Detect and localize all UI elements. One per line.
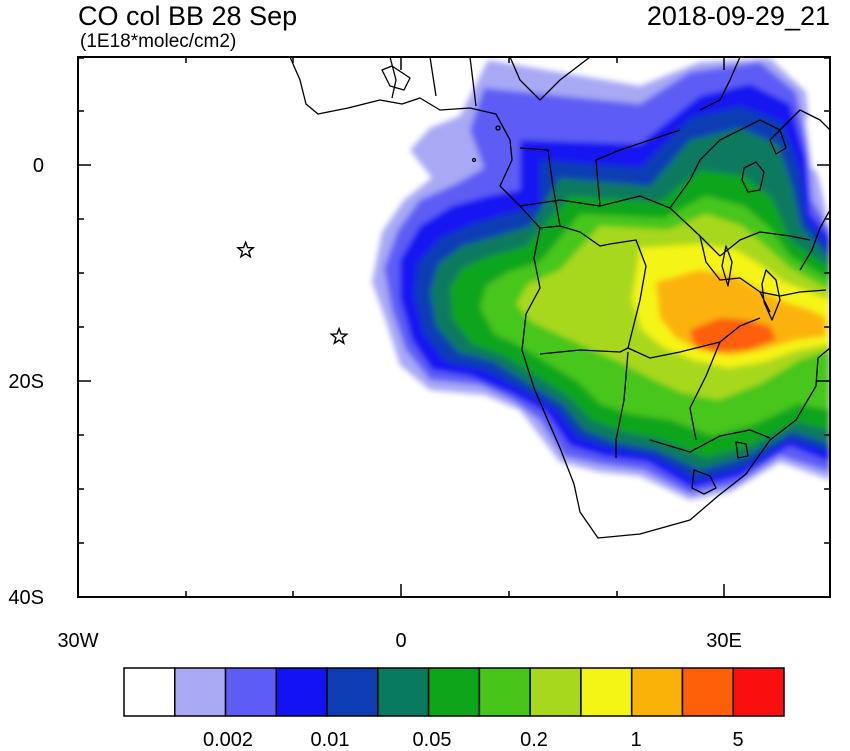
colorbar-label: 0.05: [412, 729, 452, 751]
tick-marks: [78, 57, 830, 597]
colorbar-swatch: [478, 667, 531, 717]
valid-time: 2018-09-29_21: [646, 1, 830, 31]
colorbar-swatch: [174, 667, 227, 717]
colorbar-swatch: [224, 667, 278, 717]
co-plume: [372, 58, 830, 500]
x-tick-label-30e: 30E: [706, 630, 742, 652]
x-tick-label-30w: 30W: [57, 630, 99, 652]
colorbar-label: 1: [630, 729, 642, 751]
y-tick-label-40s: 40S: [8, 587, 44, 609]
coastlines: [289, 57, 830, 539]
map-title: CO col BB 28 Sep: [78, 1, 298, 31]
colorbar-label: 5: [732, 729, 744, 751]
units-label: (1E18*molec/cm2): [80, 31, 237, 52]
y-tick-label-0: 0: [32, 155, 44, 177]
colorbar-swatch: [377, 667, 430, 717]
colorbar-swatch: [580, 667, 633, 717]
colorbar-label: 0.002: [202, 729, 254, 751]
y-tick-label-20s: 20S: [8, 371, 44, 393]
colorbar-swatch: [427, 667, 481, 717]
colorbar-swatch: [529, 667, 582, 717]
star-marker: [329, 326, 349, 345]
colorbar-swatch: [732, 667, 785, 717]
colorbar: [123, 667, 785, 717]
x-tick-label-0: 0: [395, 630, 407, 652]
colorbar-label: 0.2: [520, 729, 548, 751]
colorbar-swatch: [681, 667, 734, 717]
station-markers: [236, 240, 349, 345]
colorbar-swatch: [630, 667, 684, 717]
star-marker: [236, 240, 256, 259]
colorbar-swatch: [326, 667, 379, 717]
colorbar-swatch: [123, 667, 176, 717]
colorbar-label: 0.01: [310, 729, 350, 751]
colorbar-swatch: [275, 667, 328, 717]
